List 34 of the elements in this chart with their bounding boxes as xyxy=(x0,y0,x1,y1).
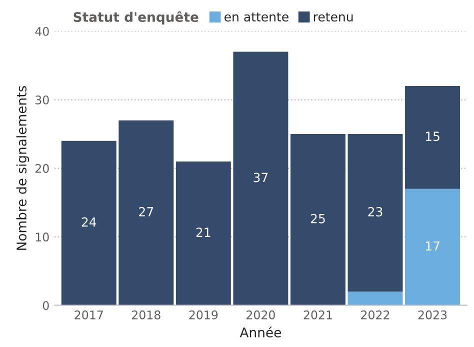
data-label: 17 xyxy=(426,241,440,251)
bar xyxy=(290,134,346,306)
data-label: 27 xyxy=(139,207,154,216)
bar xyxy=(405,188,460,306)
x-tick-label: 2017 xyxy=(74,310,103,320)
bar xyxy=(233,52,288,306)
y-tick-label: 10 xyxy=(36,232,49,242)
legend-label: en attente xyxy=(224,12,288,22)
legend-label: retenu xyxy=(314,12,353,22)
x-axis-title: Année xyxy=(240,326,281,338)
x-tick-label: 2022 xyxy=(361,310,390,320)
x-tick-label: 2019 xyxy=(189,310,218,320)
data-label: 23 xyxy=(368,207,382,216)
x-tick-label: 2023 xyxy=(418,310,447,320)
data-label: 15 xyxy=(426,132,440,142)
bar xyxy=(61,140,116,306)
legend-title: Statut d'enquête xyxy=(74,11,198,25)
bar xyxy=(118,120,174,306)
bar xyxy=(176,161,231,306)
bar xyxy=(405,86,460,189)
data-label: 37 xyxy=(254,172,268,182)
x-tick-label: 2020 xyxy=(246,310,275,320)
y-tick-label: 30 xyxy=(36,95,49,104)
y-tick-label: 20 xyxy=(35,164,49,173)
y-tick-label: 40 xyxy=(35,26,49,36)
data-label: 21 xyxy=(196,228,210,237)
y-tick-label: 0 xyxy=(42,301,49,310)
x-tick-label: 2018 xyxy=(132,310,160,320)
y-axis-title: Nombre de signalements xyxy=(16,86,30,250)
x-tick-label: 2021 xyxy=(304,310,332,320)
bar xyxy=(348,134,403,292)
data-label: 25 xyxy=(310,214,325,224)
data-label: 24 xyxy=(82,217,96,227)
bar xyxy=(348,292,403,306)
